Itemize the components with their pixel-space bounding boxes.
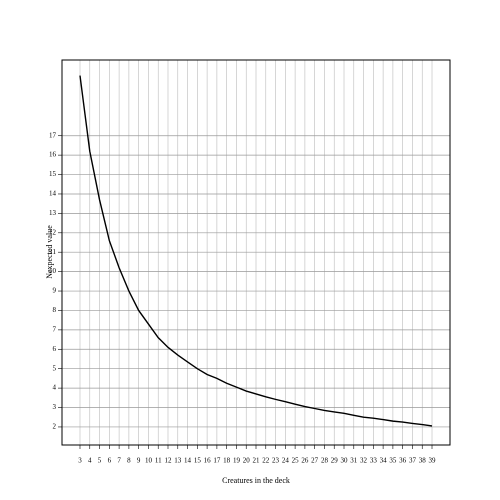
x-tick-label: 20 [243,457,251,465]
x-tick-label: 19 [233,457,241,465]
x-tick-label: 25 [292,457,300,465]
x-tick-label: 8 [127,457,131,465]
x-tick-label: 35 [389,457,397,465]
x-tick-label: 3 [78,457,82,465]
y-tick-label: 4 [53,384,57,392]
y-tick-label: 11 [49,248,56,256]
x-tick-label: 16 [204,457,212,465]
x-tick-label: 11 [155,457,162,465]
x-tick-label: 36 [399,457,407,465]
x-tick-label: 32 [360,457,368,465]
y-tick-label: 5 [53,364,57,372]
x-tick-label: 24 [282,457,290,465]
x-tick-label: 14 [184,457,192,465]
x-tick-label: 34 [380,457,388,465]
y-tick-label: 17 [49,131,57,139]
x-tick-label: 9 [137,457,141,465]
data-line [79,75,433,427]
x-tick-label: 7 [117,457,121,465]
x-tick-label: 12 [164,457,172,465]
y-tick-label: 10 [49,267,57,275]
x-tick-label: 26 [301,457,309,465]
grid [62,60,450,445]
x-tick-label: 17 [213,457,221,465]
y-tick-label: 7 [53,325,57,333]
x-tick-label: 39 [429,457,437,465]
y-tick-label: 16 [49,151,57,159]
x-tick-label: 31 [350,457,358,465]
x-tick-label: 38 [419,457,427,465]
x-tick-label: 33 [370,457,378,465]
y-tick-label: 2 [53,423,57,431]
x-tick-label: 23 [272,457,280,465]
x-tick-label: 5 [98,457,102,465]
x-tick-label: 21 [253,457,261,465]
y-tick-label: 14 [49,190,57,198]
y-tick-label: 6 [53,345,57,353]
x-tick-label: 4 [88,457,92,465]
x-tick-label: 6 [108,457,112,465]
x-tick-label: 18 [223,457,231,465]
x-tick-label: 28 [321,457,329,465]
y-axis-label: Nexpected value [45,225,54,279]
x-tick-label: 22 [262,457,270,465]
y-tick-label: 12 [49,228,57,236]
y-tick-label: 8 [53,306,57,314]
y-tick-label: 15 [49,170,57,178]
y-tick-label: 13 [49,209,57,217]
x-tick-label: 13 [174,457,182,465]
x-tick-label: 27 [311,457,319,465]
x-axis-label: Creatures in the deck [222,476,290,485]
x-tick-label: 37 [409,457,417,465]
x-tick-label: 30 [341,457,349,465]
x-tick-label: 15 [194,457,202,465]
y-tick-label: 9 [53,287,57,295]
y-tick-label: 3 [53,403,57,411]
x-tick-label: 10 [145,457,153,465]
x-tick-label: 29 [331,457,339,465]
